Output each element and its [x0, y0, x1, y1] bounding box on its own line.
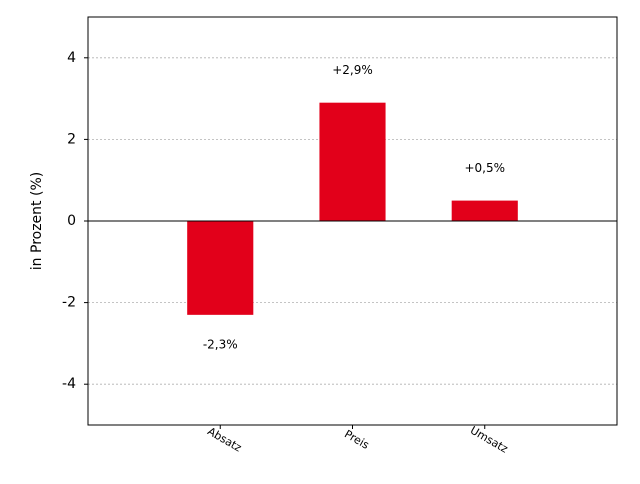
- bar: [451, 200, 518, 221]
- y-tick-label: 4: [67, 50, 76, 66]
- y-tick-label: -4: [62, 376, 76, 392]
- value-label: +2,9%: [332, 63, 373, 77]
- value-label: -2,3%: [203, 337, 238, 351]
- y-tick-label: -2: [62, 295, 76, 311]
- y-tick-label: 0: [67, 213, 76, 229]
- bar: [319, 102, 386, 221]
- y-tick-label: 2: [67, 131, 76, 147]
- y-axis-label: in Prozent (%): [29, 172, 45, 270]
- value-label: +0,5%: [464, 161, 505, 175]
- plot-frame: [87, 16, 618, 426]
- bar: [187, 221, 254, 315]
